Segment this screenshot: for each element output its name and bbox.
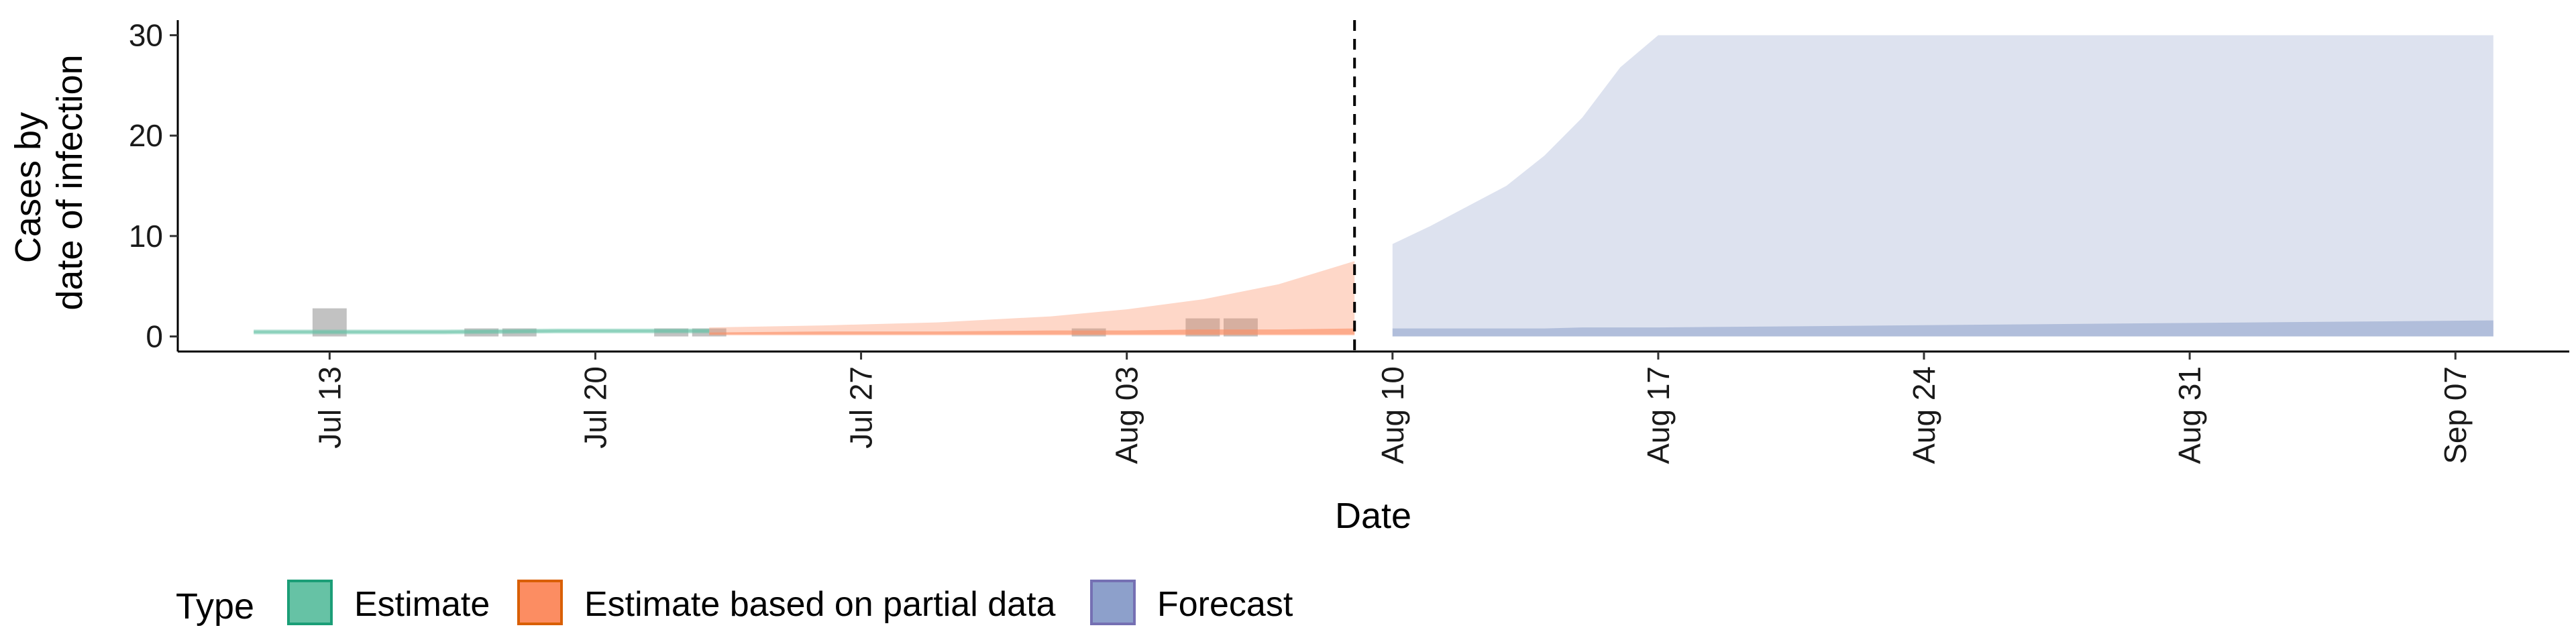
legend-label-forecast: Forecast bbox=[1157, 585, 1293, 624]
ribbon-inner-estimate-based-on-partial-data bbox=[709, 328, 1355, 335]
axes: 0 10 20 30 Jul 13 Jul 20 Jul 27 Aug 03 Aug 10 Au… bbox=[129, 17, 2569, 464]
x-tick-label: Aug 10 bbox=[1375, 366, 1410, 464]
legend-key-estimate-based-on-partial-data bbox=[517, 580, 563, 625]
y-tick-label: 30 bbox=[129, 17, 163, 52]
ribbon-inner-forecast bbox=[1392, 320, 2493, 337]
legend-label-estimate-based-on-partial-data: Estimate based on partial data bbox=[584, 585, 1056, 624]
plot-area bbox=[254, 20, 2493, 352]
y-axis-title-line-2: date of infection bbox=[50, 54, 90, 310]
x-axis-ticks: Jul 13 Jul 20 Jul 27 Aug 03 Aug 10 Aug 17 Aug … bbox=[312, 352, 2473, 464]
legend-label-estimate: Estimate bbox=[354, 585, 490, 624]
observed-bar bbox=[692, 328, 727, 337]
x-tick-label: Aug 17 bbox=[1641, 366, 1676, 464]
ribbon-outer-estimate-based-on-partial-data bbox=[709, 261, 1355, 335]
x-tick-label: Jul 27 bbox=[844, 366, 879, 449]
legend-key-estimate bbox=[287, 580, 333, 625]
series-ribbons bbox=[254, 35, 2493, 337]
y-tick-label: 20 bbox=[129, 118, 163, 153]
legend-key-forecast bbox=[1090, 580, 1136, 625]
x-tick-label: Aug 03 bbox=[1110, 366, 1144, 464]
legend-title: Type bbox=[176, 586, 254, 627]
x-tick-label: Aug 24 bbox=[1907, 366, 1941, 464]
x-tick-label: Sep 07 bbox=[2438, 366, 2473, 464]
y-axis-ticks: 0 10 20 30 bbox=[129, 17, 178, 354]
y-axis-title: Cases by date of infection bbox=[8, 54, 90, 310]
ribbon-inner-estimate bbox=[254, 329, 710, 334]
legend: Type Estimate Estimate based on partial d… bbox=[176, 580, 1293, 627]
y-axis-title-line-1: Cases by bbox=[8, 112, 48, 263]
x-tick-label: Jul 13 bbox=[312, 366, 347, 449]
ribbon-outer-forecast bbox=[1392, 35, 2493, 337]
y-tick-label: 0 bbox=[146, 319, 163, 354]
x-axis-title: Date bbox=[1335, 496, 1411, 536]
x-tick-label: Jul 20 bbox=[578, 366, 612, 449]
x-tick-label: Aug 31 bbox=[2172, 366, 2207, 464]
y-tick-label: 10 bbox=[129, 219, 163, 254]
